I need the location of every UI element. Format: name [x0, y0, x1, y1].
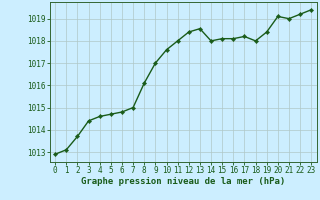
X-axis label: Graphe pression niveau de la mer (hPa): Graphe pression niveau de la mer (hPa) [81, 177, 285, 186]
